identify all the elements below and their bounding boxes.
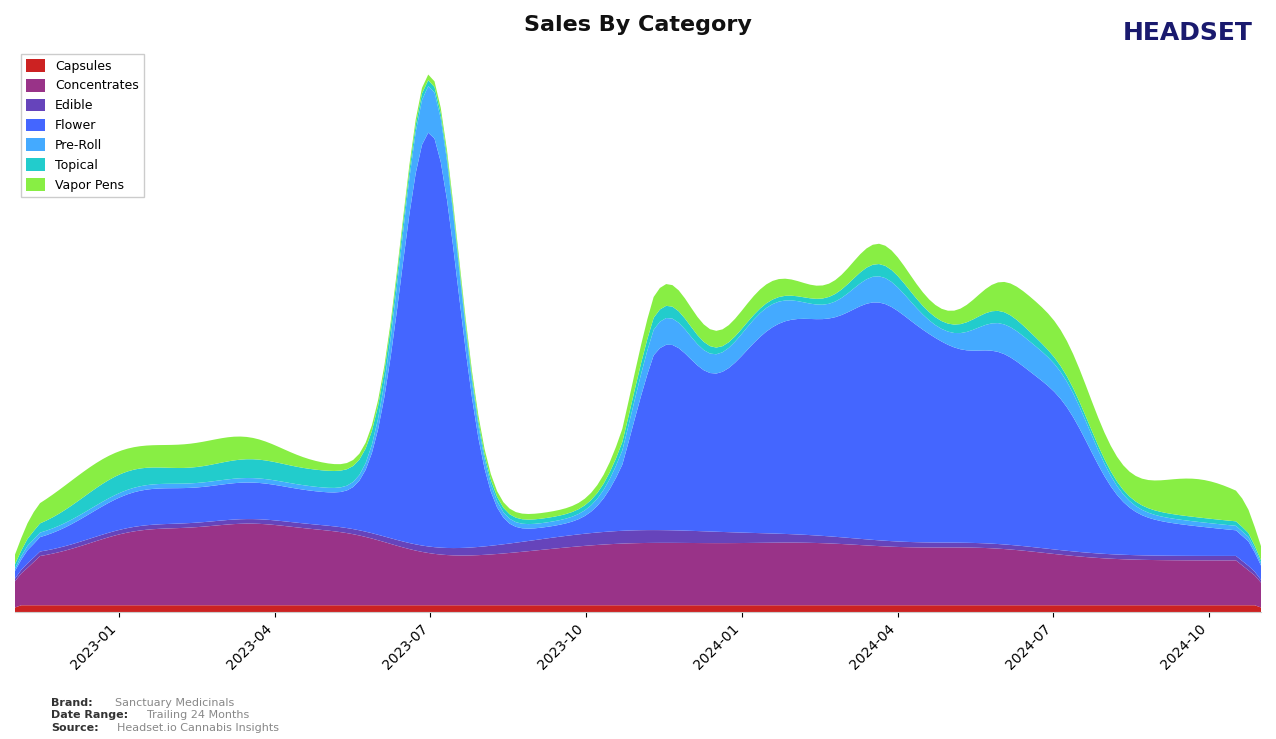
Legend: Capsules, Concentrates, Edible, Flower, Pre-Roll, Topical, Vapor Pens: Capsules, Concentrates, Edible, Flower, …: [22, 54, 144, 197]
Text: Sanctuary Medicinals: Sanctuary Medicinals: [115, 698, 234, 708]
Text: Date Range:: Date Range:: [51, 710, 128, 721]
Text: Brand:: Brand:: [51, 698, 93, 708]
Text: HEADSET: HEADSET: [1123, 21, 1253, 45]
Text: Source:: Source:: [51, 723, 98, 733]
Text: Headset.io Cannabis Insights: Headset.io Cannabis Insights: [117, 723, 279, 733]
Text: Trailing 24 Months: Trailing 24 Months: [147, 710, 249, 721]
Title: Sales By Category: Sales By Category: [524, 15, 752, 35]
